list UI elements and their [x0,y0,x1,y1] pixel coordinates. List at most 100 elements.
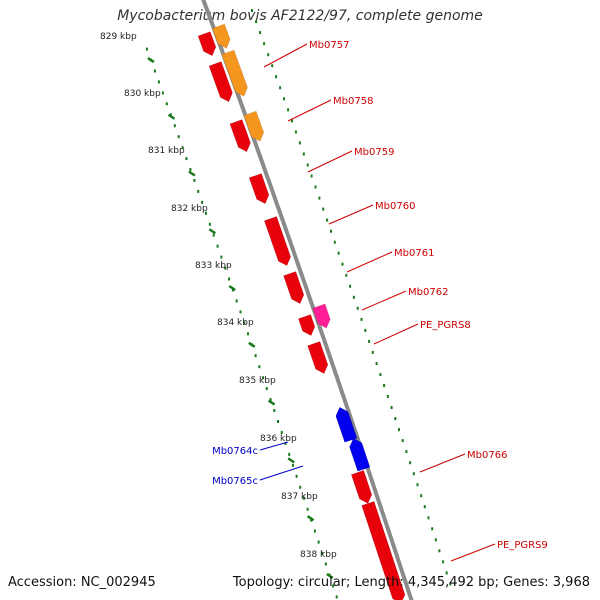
gene-label-leader [307,150,353,173]
outer-scale-track-dot [318,196,321,200]
accession-text: Accession: NC_002945 [8,575,156,590]
gene-arrow [350,470,373,504]
outer-scale-track-dot [434,538,437,542]
scale-tick-major [228,284,236,292]
outer-scale-track-dot [263,42,266,46]
gene-label-leader [419,453,466,473]
scale-label: 836 kbp [260,434,297,444]
inner-scale-track-dot [273,409,276,412]
gene-arrow [335,406,358,443]
outer-scale-track-dot [302,152,305,156]
outer-scale-track-dot [333,240,336,244]
genome-summary-text: Topology: circular; Length: 4,345,492 bp… [232,575,590,590]
gene-label-leader [287,99,332,122]
inner-scale-track-dot [224,266,227,270]
gene-label-leader [328,204,374,225]
gene-arrow [208,61,233,103]
inner-scale-track-dot [189,168,192,171]
gene-label: Mb0759 [354,147,394,158]
gene-label: PE_PGRS8 [420,320,471,331]
inner-scale-track-dot [185,157,188,161]
inner-scale-track-dot [265,387,268,391]
inner-scale-track-dot [220,255,223,259]
inner-scale-track [145,47,338,599]
inner-scale-track-dot [324,562,327,566]
gene-label: Mb0761 [394,248,434,259]
outer-scale-track-dot [287,108,290,112]
inner-scale-track-dot [313,529,316,533]
inner-scale-track-dot [288,452,291,456]
gene-arrow [221,49,248,97]
outer-scale-track-dot [294,130,297,134]
outer-scale-track-dot [416,483,419,487]
outer-scale-track-dot [275,75,278,79]
gene-label: Mb0765c [212,476,258,487]
inner-scale-track-dot [280,431,283,434]
inner-scale-track-dot [277,420,279,423]
inner-scale-track-dot [216,244,219,248]
outer-scale-track-dot [394,417,397,421]
inner-scale-track-dot [212,233,215,237]
outer-scale-track-dot [352,295,355,299]
gene-label-leader [259,441,289,451]
inner-scale-track-dot [254,354,257,358]
scale-label: 832 kbp [171,204,208,214]
gene-label: Mb0764c [212,446,258,457]
outer-scale-track-dot [283,97,286,101]
gene-arrow [263,216,292,267]
inner-scale-track-dot [177,135,180,139]
inner-scale-track-dot [317,540,320,544]
gene-arrow [312,303,331,329]
inner-scale-track-dot [302,496,305,500]
outer-scale-track-dot [314,185,317,189]
outer-scale-track-dot [390,406,393,409]
outer-scale-track [251,9,452,586]
genome-backbone [201,0,414,600]
outer-scale-track-dot [271,64,274,68]
scale-tick-major [248,341,256,348]
inner-scale-track-dot [262,376,265,380]
inner-scale-track-dot [153,69,156,73]
scale-tick-major [208,228,217,235]
inner-scale-track-dot [161,91,164,95]
outer-scale-track-dot [427,516,430,520]
gene-label: Mb0758 [333,96,373,107]
inner-scale-track-dot [291,463,294,467]
outer-scale-track-dot [345,273,348,277]
gene-arrow [349,437,371,472]
outer-scale-track-dot [341,262,344,266]
scale-tick-major [167,113,176,120]
outer-scale-track-dot [337,251,340,255]
outer-scale-track-dot [356,306,359,310]
inner-scale-track-dot [306,507,309,511]
outer-scale-track-dot [310,174,313,178]
inner-scale-track-dot [205,211,207,215]
gene-arrow [298,314,316,337]
gene-arrow [211,23,231,49]
scale-label: 829 kbp [100,32,137,42]
scale-tick-major [287,457,295,464]
scale-label: 833 kbp [195,261,232,271]
outer-scale-track-dot [298,141,301,145]
outer-scale-track-dot [405,450,408,454]
gene-arrow [361,501,406,600]
gene-label-leader [361,290,407,311]
outer-scale-track-dot [326,218,329,222]
inner-scale-track-dot [235,299,238,303]
outer-scale-track-dot [322,207,325,211]
gene-arrow [307,341,329,375]
inner-scale-track-dot [310,518,313,522]
scale-tick-major [306,515,315,522]
inner-scale-track-dot [197,189,200,193]
inner-scale-track-dot [165,102,168,106]
gene-label-leader [450,543,496,562]
scale-label: 837 kbp [281,492,318,502]
scale-tick-major [326,572,334,580]
inner-scale-track-dot [228,277,231,281]
outer-scale-track-dot [431,527,434,531]
outer-scale-track-dot [291,119,293,123]
scale-label: 831 kbp [148,146,185,156]
gene-label: Mb0757 [309,40,349,51]
outer-scale-track-dot [423,505,426,509]
